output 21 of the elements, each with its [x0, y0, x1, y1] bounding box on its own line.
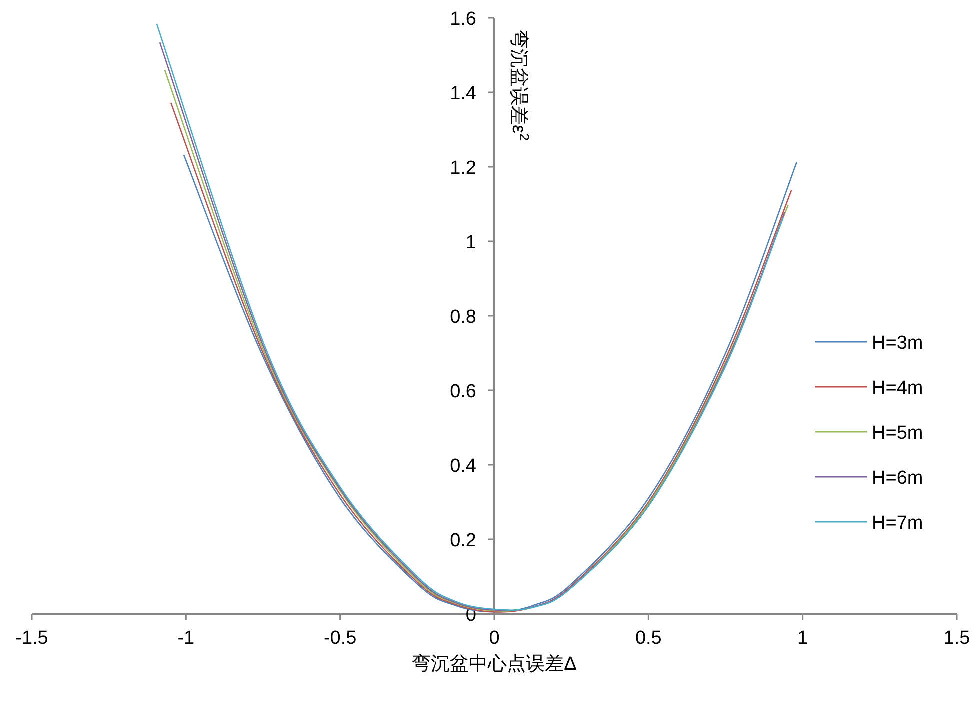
y-tick-label: 0.2	[450, 530, 476, 552]
legend-label: H=4m	[872, 378, 924, 399]
y-tick-label: 0.4	[450, 456, 477, 477]
y-tick-label: 1	[466, 232, 476, 254]
x-tick-label: 1.5	[944, 628, 970, 649]
legend-label: H=5m	[872, 423, 924, 444]
legend-label: H=6m	[872, 468, 924, 489]
x-tick-label: 0.5	[635, 628, 662, 649]
legend-label: H=3m	[872, 333, 924, 354]
x-tick-label: -0.5	[324, 628, 357, 649]
legend-label: H=7m	[872, 513, 924, 534]
x-tick-label: 0	[489, 628, 500, 649]
x-tick-label: -1	[178, 628, 195, 649]
y-tick-label: 1.2	[450, 158, 476, 179]
y-tick-label: 0.8	[450, 307, 476, 328]
x-axis-title: 弯沉盆中心点误差Δ	[412, 653, 578, 675]
x-tick-label: -1.5	[16, 628, 48, 649]
y-tick-label: 1.6	[450, 9, 476, 30]
y-tick-label: 0.6	[450, 382, 476, 402]
y-tick-label: 1.4	[450, 84, 477, 104]
x-tick-label: 1	[798, 628, 808, 649]
